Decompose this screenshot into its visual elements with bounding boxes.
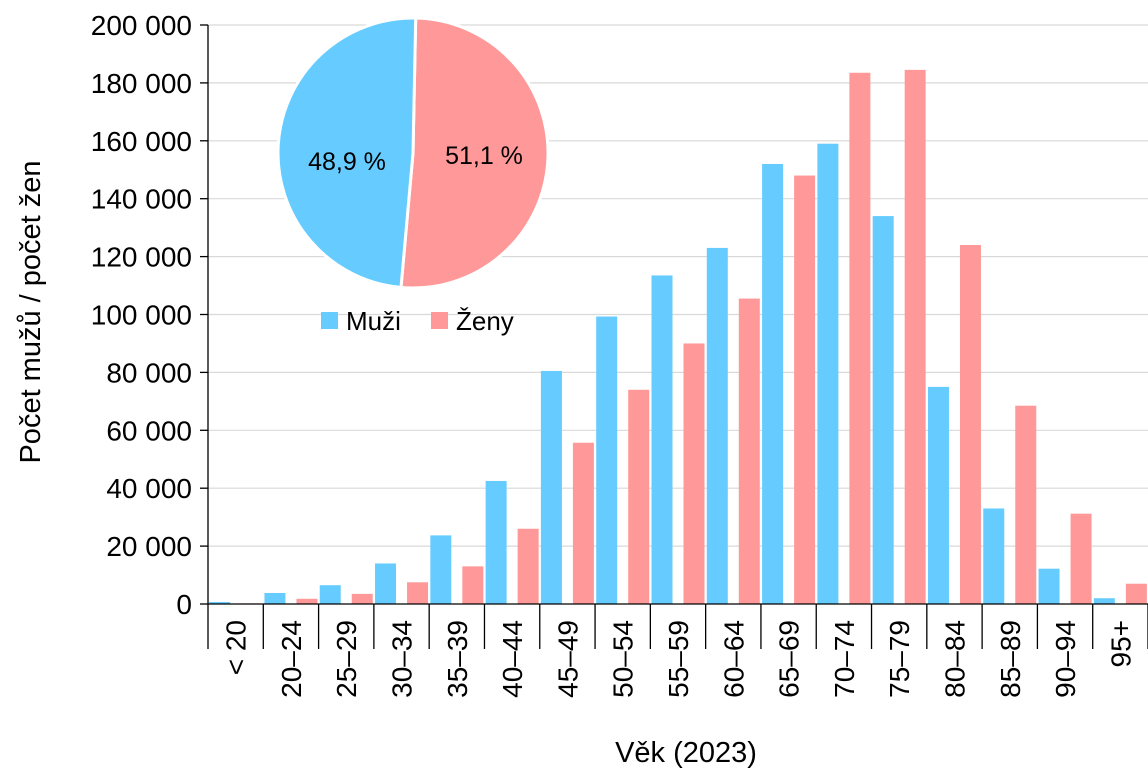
x-tick-label: 35–39: [442, 620, 473, 698]
legend-label-muzi: Muži: [346, 306, 401, 336]
y-tick-label: 180 000: [91, 68, 192, 99]
legend-label-zeny: Ženy: [456, 306, 514, 336]
bar-zeny-3: [407, 582, 429, 604]
legend-swatch-muzi: [321, 312, 338, 329]
bar-zeny-6: [572, 442, 594, 604]
y-tick-label: 160 000: [91, 126, 192, 157]
y-tick-label: 120 000: [91, 242, 192, 273]
bar-muzi-5: [485, 480, 507, 604]
x-tick-label: < 20: [221, 620, 252, 675]
bar-zeny-4: [462, 566, 484, 604]
y-tick-label: 20 000: [106, 531, 192, 562]
bar-zeny-5: [517, 528, 539, 604]
y-tick-label: 140 000: [91, 184, 192, 215]
x-tick-label: 55–59: [663, 620, 694, 698]
pie-label-zeny: 51,1 %: [445, 142, 523, 170]
bar-zeny-9: [738, 298, 760, 604]
y-tick-label: 60 000: [106, 415, 192, 446]
x-tick-label: 60–64: [718, 620, 749, 698]
bar-muzi-10: [762, 163, 784, 604]
y-tick-labels: 0 20 000 40 000 60 000 80 000 100 000 120 000 1…: [91, 10, 192, 620]
bar-series: [209, 69, 1147, 605]
pie-chart: 48,9 % 51,1 %: [276, 16, 550, 290]
x-tick-label: 50–54: [608, 620, 639, 698]
pie-label-muzi: 48,9 %: [308, 148, 386, 176]
bar-zeny-1: [296, 598, 318, 604]
bar-muzi-6: [540, 370, 562, 604]
bar-muzi-4: [430, 535, 452, 604]
bar-muzi-8: [651, 275, 673, 604]
x-tick-label: 80–84: [939, 620, 970, 698]
legend: Muži Ženy: [321, 306, 514, 336]
bar-zeny-2: [351, 593, 373, 604]
bar-muzi-2: [319, 585, 341, 604]
y-axis-label: Počet mužů / počet žen: [15, 160, 47, 463]
bar-zeny-15: [1070, 513, 1092, 604]
x-tick-label: 75–79: [884, 620, 915, 698]
x-tick-label: 25–29: [331, 620, 362, 698]
x-tick-label: 20–24: [276, 620, 307, 698]
bar-muzi-1: [264, 592, 286, 604]
bar-zeny-12: [904, 69, 926, 604]
bar-zeny-16: [1125, 583, 1147, 604]
bar-muzi-13: [927, 386, 949, 604]
bar-muzi-9: [706, 247, 728, 605]
y-tick-label: 200 000: [91, 10, 192, 41]
x-tick-label: 95+: [1105, 620, 1136, 668]
bar-zeny-11: [849, 72, 871, 604]
x-tick-labels: < 20 20–24 25–29 30–34 35–39 40–44 45–49 50–54 5…: [221, 620, 1137, 698]
x-tick-label: 90–94: [1050, 620, 1081, 698]
pie-slice-muzi: [276, 16, 418, 290]
x-tick-label: 85–89: [995, 620, 1026, 698]
bar-zeny-7: [628, 389, 650, 604]
y-tick-label: 0: [176, 589, 192, 620]
x-axis-label: Věk (2023): [615, 737, 757, 769]
bar-zeny-13: [959, 245, 981, 604]
bar-muzi-15: [1038, 568, 1060, 604]
bar-muzi-0: [209, 601, 231, 604]
x-tick-label: 65–69: [774, 620, 805, 698]
bar-zeny-10: [794, 175, 816, 605]
x-tick-label: 40–44: [497, 620, 528, 698]
y-tick-label: 40 000: [106, 473, 192, 504]
bar-muzi-3: [375, 563, 397, 604]
bar-muzi-14: [983, 508, 1005, 604]
x-tick-label: 70–74: [829, 620, 860, 698]
bar-zeny-8: [683, 343, 705, 604]
x-tick-label: 45–49: [552, 620, 583, 698]
bar-muzi-11: [817, 143, 839, 604]
legend-swatch-zeny: [431, 312, 448, 329]
axes: [200, 24, 1148, 649]
bar-muzi-7: [596, 316, 618, 604]
bar-muzi-16: [1093, 598, 1115, 604]
y-tick-label: 100 000: [91, 300, 192, 331]
pie-slice-zeny: [399, 16, 550, 290]
y-tick-label: 80 000: [106, 357, 192, 388]
bar-muzi-12: [872, 216, 894, 604]
x-tick-label: 30–34: [387, 620, 418, 698]
bar-zeny-14: [1015, 405, 1037, 604]
